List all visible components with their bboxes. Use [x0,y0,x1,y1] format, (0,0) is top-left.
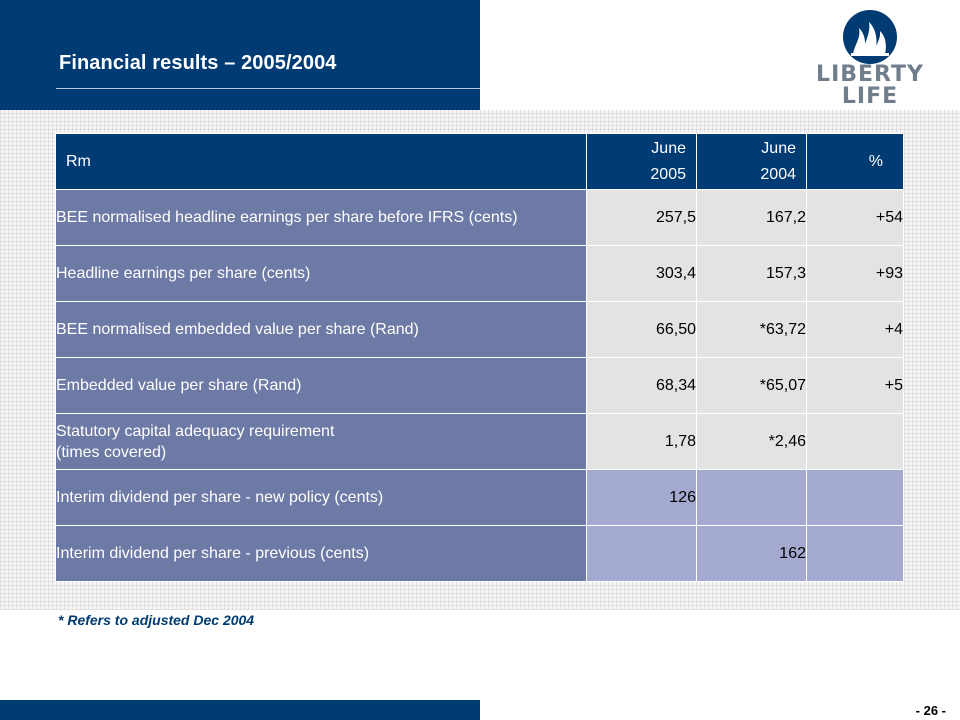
row-label: Statutory capital adequacy requirement (… [55,413,587,470]
value-2004: *63,72 [696,301,807,358]
title-divider [56,88,480,89]
value-2004: *65,07 [696,357,807,414]
logo-text-liberty: LIBERTY [816,62,924,87]
logo-text-life: LIFE [841,84,899,109]
value-percent: +93 [806,245,904,302]
value-2004: 162 [696,525,807,582]
value-2005: 303,4 [586,245,697,302]
table-row: Embedded value per share (Rand) 68,34 *6… [55,357,904,414]
value-2005: 126 [586,469,697,526]
page-title: Financial results – 2005/2004 [59,52,337,74]
row-label: Embedded value per share (Rand) [55,357,587,414]
value-2005: 68,34 [586,357,697,414]
value-2004 [696,469,807,526]
value-percent [806,413,904,470]
row-label-line1: Statutory capital adequacy requirement [56,422,335,440]
value-2004: *2,46 [696,413,807,470]
row-label-line2: (times covered) [56,443,167,461]
table-row: Headline earnings per share (cents) 303,… [55,245,904,302]
header-percent: % [806,133,904,190]
flame-emblem-icon [833,8,907,71]
value-percent: +4 [806,301,904,358]
table-row: BEE normalised headline earnings per sha… [55,189,904,246]
header-june-2004-year: 2004 [760,165,796,183]
header-june-2004-month: June [761,139,796,157]
table-row: BEE normalised embedded value per share … [55,301,904,358]
footer-band [0,700,480,720]
row-label: Interim dividend per share - new policy … [55,469,587,526]
header-june-2005-month: June [651,139,686,157]
value-2005: 257,5 [586,189,697,246]
row-label: BEE normalised headline earnings per sha… [55,189,587,246]
table-header-row: Rm June 2005 June 2004 % [55,133,904,190]
value-2004: 167,2 [696,189,807,246]
row-label: Headline earnings per share (cents) [55,245,587,302]
table-row: Interim dividend per share - previous (c… [55,525,904,582]
header-band [0,0,480,110]
value-2005 [586,525,697,582]
table-row: Interim dividend per share - new policy … [55,469,904,526]
table-row: Statutory capital adequacy requirement (… [55,413,904,470]
header-rm: Rm [55,133,587,190]
logo: LIBERTY LIFE [800,0,940,110]
value-percent: +54 [806,189,904,246]
value-2005: 1,78 [586,413,697,470]
header-june-2004: June 2004 [696,133,807,190]
row-label: BEE normalised embedded value per share … [55,301,587,358]
value-percent [806,469,904,526]
value-2005: 66,50 [586,301,697,358]
row-label: Interim dividend per share - previous (c… [55,525,587,582]
header-june-2005-year: 2005 [650,165,686,183]
value-2004: 157,3 [696,245,807,302]
header-june-2005: June 2005 [586,133,697,190]
footnote: * Refers to adjusted Dec 2004 [58,612,255,628]
value-percent: +5 [806,357,904,414]
page-number: - 26 - [915,703,946,718]
financial-results-table: Rm June 2005 June 2004 % BEE normalised … [55,133,904,582]
value-percent [806,525,904,582]
